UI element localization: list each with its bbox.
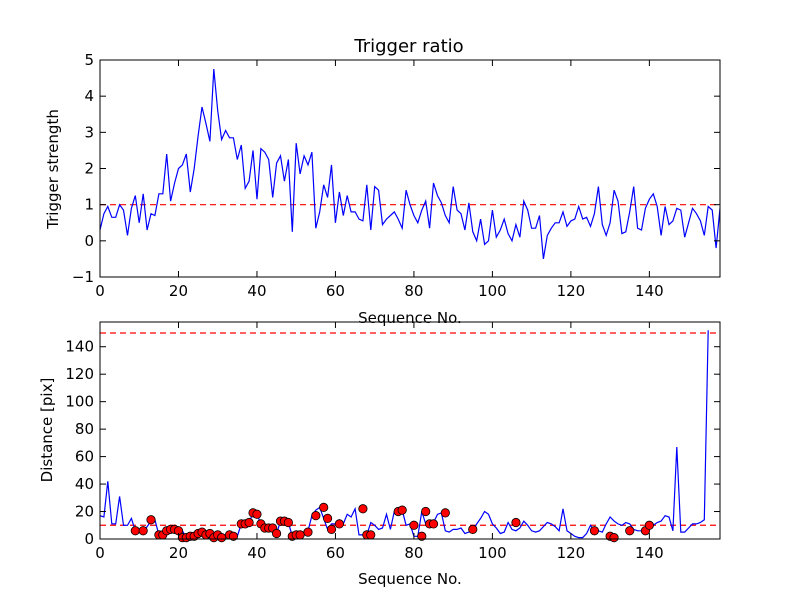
chart2-y-tick-label: 120 — [65, 365, 94, 383]
chart2-marker-point — [440, 508, 450, 518]
chart2-marker-point — [283, 517, 293, 528]
chart2-marker-point — [625, 526, 635, 536]
chart2-y-tick-label: 0 — [84, 530, 94, 548]
chart2-marker-point — [334, 519, 344, 529]
chart2-marker-point — [244, 517, 254, 528]
chart1-y-tick-label: 2 — [84, 160, 94, 178]
chart2-marker-point — [511, 517, 521, 528]
chart2-y-tick-label: 60 — [75, 448, 94, 466]
chart2-marker-point — [468, 524, 478, 534]
chart1-x-tick-label: 0 — [95, 282, 105, 300]
chart2-marker-point — [358, 504, 368, 514]
chart2-marker-point — [428, 519, 439, 529]
chart2-x-axis-label: Sequence No. — [358, 570, 462, 588]
chart2-marker-point — [409, 520, 419, 530]
chart2-x-tick-label: 60 — [326, 544, 345, 562]
trigger-ratio-chart: Trigger ratio 0 20 40 60 80 100 120 140 −101234… — [44, 36, 721, 327]
chart2-marker-point — [303, 527, 313, 537]
chart1-title: Trigger ratio — [353, 36, 463, 57]
chart2-y-tick-label: 140 — [65, 338, 94, 356]
chart2-marker-point — [311, 511, 321, 521]
chart2-marker-point — [366, 530, 376, 540]
chart2-marker-point — [644, 520, 654, 530]
chart2-marker-point — [228, 531, 239, 541]
chart2-plot-frame — [99, 321, 721, 540]
chart1-x-tick-label: 100 — [478, 282, 507, 300]
chart2-marker-point — [252, 509, 262, 519]
chart2-x-tick-label: 20 — [169, 544, 188, 562]
chart2-marker-point — [271, 528, 282, 539]
chart1-x-axis-label: Sequence No. — [358, 309, 462, 327]
chart1-y-axis-label: Trigger strength — [44, 109, 62, 230]
chart1-x-tick-label: 40 — [247, 282, 266, 300]
chart1-y-tick-label: 0 — [84, 232, 94, 250]
chart1-x-tick-label: 120 — [557, 282, 586, 300]
chart2-x-tick-label: 0 — [95, 544, 105, 562]
chart1-x-tick-label: 140 — [635, 282, 664, 300]
chart2-marker-point — [397, 505, 407, 515]
chart2-marker-point — [421, 506, 431, 517]
chart2-y-axis-label: Distance [pix] — [38, 378, 56, 483]
chart2-marker-point — [138, 526, 148, 536]
chart2-x-tick-label: 140 — [635, 544, 664, 562]
chart2-marker-point — [326, 524, 337, 534]
chart1-x-tick-label: 60 — [326, 282, 345, 300]
chart2-y-tick-label: 100 — [65, 393, 94, 411]
chart2-marker-point — [589, 526, 600, 536]
chart2-y-tick-label: 40 — [75, 475, 94, 493]
chart2-y-tick-label: 80 — [75, 420, 94, 438]
chart2-marker-point — [146, 515, 156, 525]
chart2-marker-point — [295, 530, 305, 540]
distance-chart: 0 20 40 60 80 100 120 140 0 20 40 60 80 100 120 140 Se… — [38, 321, 721, 588]
chart2-x-tick-label: 40 — [247, 544, 266, 562]
chart1-x-tick-label: 20 — [169, 282, 188, 300]
chart1-x-tick-label: 80 — [404, 282, 423, 300]
chart1-y-tick-label: 1 — [84, 196, 94, 214]
chart2-x-tick-label: 120 — [557, 544, 586, 562]
chart1-y-tick-label: 4 — [84, 87, 94, 105]
chart1-y-tick-label: 5 — [84, 51, 94, 69]
chart2-marker-point — [319, 502, 329, 513]
chart2-marker-point — [130, 526, 140, 536]
chart2-x-tick-label: 100 — [478, 544, 507, 562]
chart2-y-tick-label: 20 — [75, 503, 94, 521]
chart2-marker-point — [609, 533, 619, 543]
chart2-x-tick-label: 80 — [404, 544, 423, 562]
chart1-y-tick-label: −1 — [72, 268, 94, 286]
chart1-series-line — [100, 68, 720, 259]
chart2-marker-point — [417, 531, 427, 541]
chart2-marker-point — [217, 533, 227, 543]
chart1-y-tick-label: 3 — [84, 123, 94, 141]
chart2-marker-point — [322, 513, 333, 523]
